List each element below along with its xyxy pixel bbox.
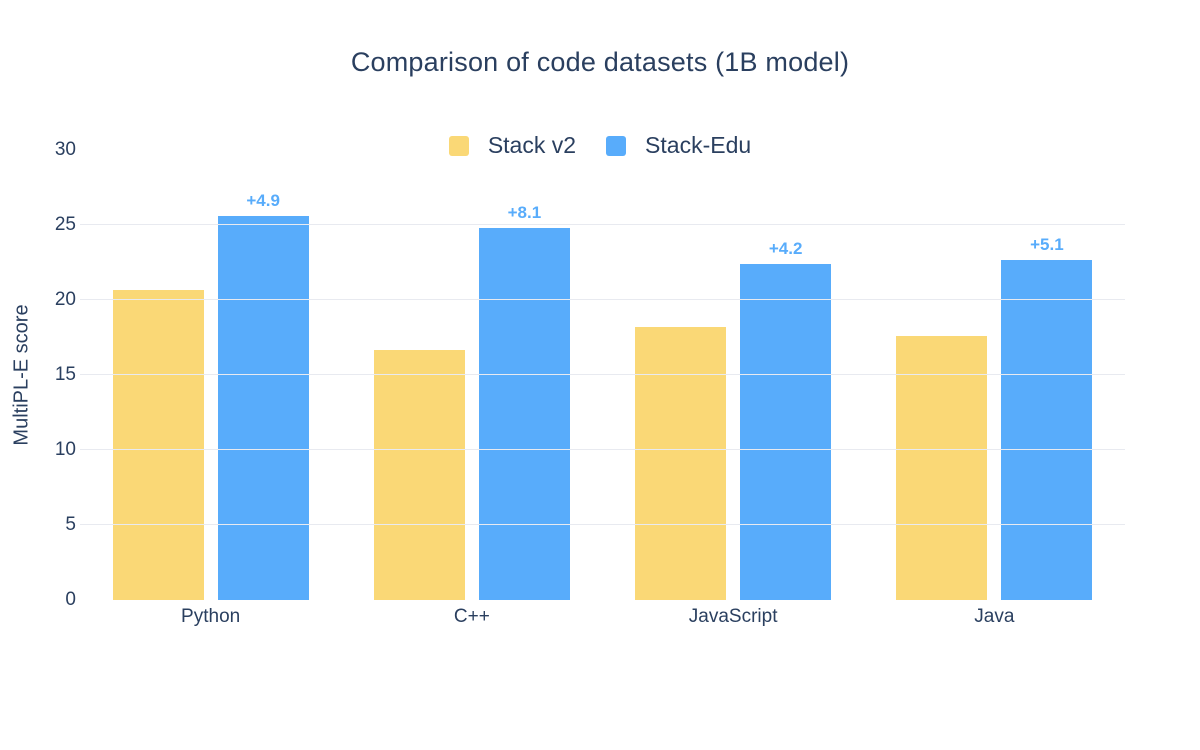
gridline-15 <box>80 374 1125 375</box>
legend-label-stack-v2: Stack v2 <box>487 132 577 158</box>
gridline-5 <box>80 524 1125 525</box>
legend-swatch-stack-v2 <box>448 135 469 156</box>
bar-column-stack-edu: +5.1 <box>1001 234 1093 600</box>
bar-group-javascript: +4.2 JavaScript <box>603 150 864 627</box>
legend: Stack v2 Stack-Edu <box>0 132 1200 159</box>
gridline-10 <box>80 449 1125 450</box>
y-tick-label-20: 20 <box>54 289 76 310</box>
delta-annotation-javascript: +4.2 <box>768 239 803 258</box>
bar-stack-v2-python <box>112 289 204 600</box>
y-tick-label-30: 30 <box>54 139 76 160</box>
legend-swatch-stack-edu <box>606 135 627 156</box>
bar-stack-edu-c <box>478 228 570 600</box>
legend-label-stack-edu: Stack-Edu <box>645 132 752 158</box>
bar-column-stack-edu: +4.9 <box>217 191 309 600</box>
chart-title: Comparison of code datasets (1B model) <box>350 47 850 77</box>
bar-stack-edu-javascript <box>740 264 832 600</box>
y-axis-ticks: 0 5 10 15 20 25 30 <box>0 139 76 610</box>
bar-stack-v2-javascript <box>635 327 727 600</box>
bar-stack-edu-java <box>1001 259 1093 600</box>
bar-stack-v2-java <box>896 336 988 600</box>
y-tick-label-0: 0 <box>65 589 76 610</box>
gridline-25 <box>80 224 1125 225</box>
gridline-20 <box>80 299 1125 300</box>
x-tick-label-javascript: JavaScript <box>688 606 778 627</box>
legend-item-stack-v2[interactable]: Stack v2 <box>448 132 577 159</box>
x-tick-label-java: Java <box>974 606 1015 627</box>
delta-annotation-c: +8.1 <box>507 203 542 222</box>
bar-group-java: +5.1 Java <box>864 150 1125 627</box>
x-tick-label-python: Python <box>181 606 241 627</box>
legend-item-stack-edu[interactable]: Stack-Edu <box>606 132 751 159</box>
bar-group-c: +8.1 C++ <box>341 150 602 627</box>
y-tick-label-25: 25 <box>54 214 76 235</box>
bar-column-stack-edu: +8.1 <box>478 203 570 600</box>
bar-stack-edu-python <box>217 216 309 600</box>
bar-groups: +4.9 Python +8.1 C++ +4.2 JavaScript +5.1 Java <box>80 150 1125 627</box>
delta-annotation-python: +4.9 <box>246 191 280 210</box>
y-tick-label-15: 15 <box>54 364 76 385</box>
x-tick-label-c: C++ <box>453 606 490 627</box>
bar-group-python: +4.9 Python <box>80 150 341 627</box>
y-tick-label-10: 10 <box>54 439 76 460</box>
bar-column-stack-edu: +4.2 <box>740 239 832 600</box>
y-tick-label-5: 5 <box>65 514 76 535</box>
plot-area: +4.9 Python +8.1 C++ +4.2 JavaScript +5.1 Java <box>80 150 1125 627</box>
bar-stack-v2-c <box>373 349 465 600</box>
delta-annotation-java: +5.1 <box>1030 234 1064 254</box>
